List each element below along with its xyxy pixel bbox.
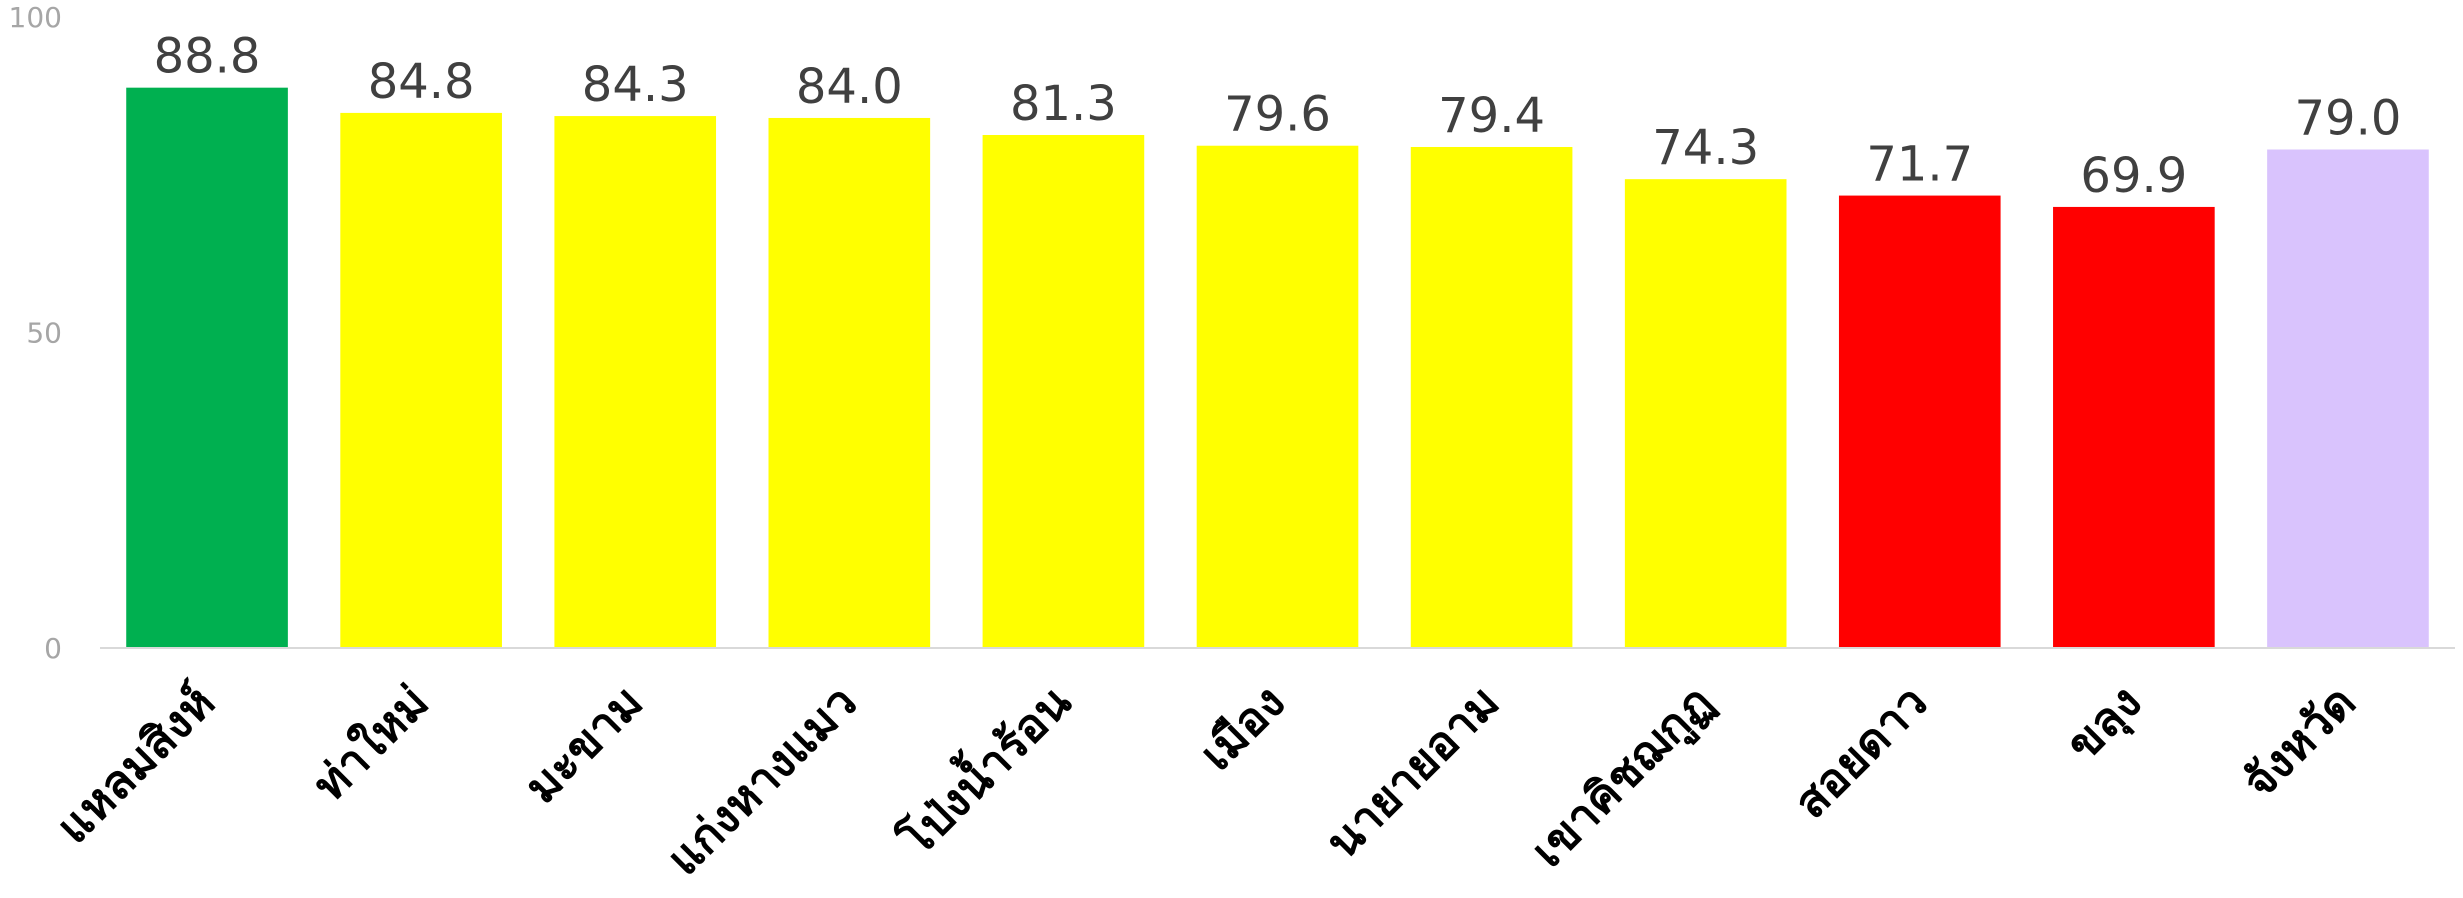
category-label: จังหวัด bbox=[2232, 675, 2366, 809]
category-label: มะขาม bbox=[514, 675, 653, 814]
category-label: ท่าใหม่ bbox=[302, 675, 439, 812]
category-label: สอยดาว bbox=[1783, 675, 1937, 829]
bar bbox=[340, 112, 502, 649]
data-label: 84.3 bbox=[582, 57, 689, 113]
bar bbox=[126, 87, 288, 648]
bar bbox=[1624, 179, 1787, 649]
category-label: โป่งน้ำร้อน bbox=[884, 669, 1082, 867]
category-labels: แหลมสิงห์ ท่าใหม่ มะขาม แก่งหางแมว โป่งน้ำร้… bbox=[46, 669, 2366, 885]
category-label: เมือง bbox=[1189, 675, 1295, 781]
data-label: 84.8 bbox=[368, 54, 475, 110]
bar bbox=[1410, 146, 1573, 648]
category-label: นายายอาม bbox=[1315, 675, 1509, 869]
bar bbox=[982, 134, 1145, 648]
bars bbox=[126, 87, 2429, 649]
bar bbox=[768, 117, 931, 648]
category-label: แก่งหางแมว bbox=[656, 675, 867, 886]
data-label: 88.8 bbox=[154, 29, 261, 85]
y-tick-label: 0 bbox=[44, 632, 62, 665]
data-label: 79.0 bbox=[2295, 91, 2402, 147]
bar bbox=[554, 116, 717, 648]
data-label: 69.9 bbox=[2080, 148, 2187, 204]
bar bbox=[1838, 195, 2001, 648]
bar bbox=[2267, 149, 2429, 648]
data-label: 81.3 bbox=[1010, 76, 1117, 132]
y-axis-ticks: 0 50 100 bbox=[9, 1, 62, 665]
data-label: 74.3 bbox=[1652, 120, 1759, 176]
bar bbox=[1196, 145, 1359, 648]
data-label: 79.6 bbox=[1224, 87, 1331, 143]
y-tick-label: 100 bbox=[9, 1, 62, 34]
category-label: ขลุง bbox=[2055, 675, 2153, 773]
data-label: 84.0 bbox=[796, 59, 903, 115]
category-label: เขาคิชฌกูฏ bbox=[1520, 675, 1724, 879]
data-labels: 88.8 84.8 84.3 84.0 81.3 79.6 79.4 74.3 71.7 69.9… bbox=[154, 29, 2402, 204]
data-label: 71.7 bbox=[1866, 137, 1973, 193]
category-label: แหลมสิงห์ bbox=[46, 675, 225, 854]
data-label: 79.4 bbox=[1438, 88, 1545, 144]
y-tick-label: 50 bbox=[26, 317, 62, 350]
bar bbox=[2053, 206, 2215, 648]
